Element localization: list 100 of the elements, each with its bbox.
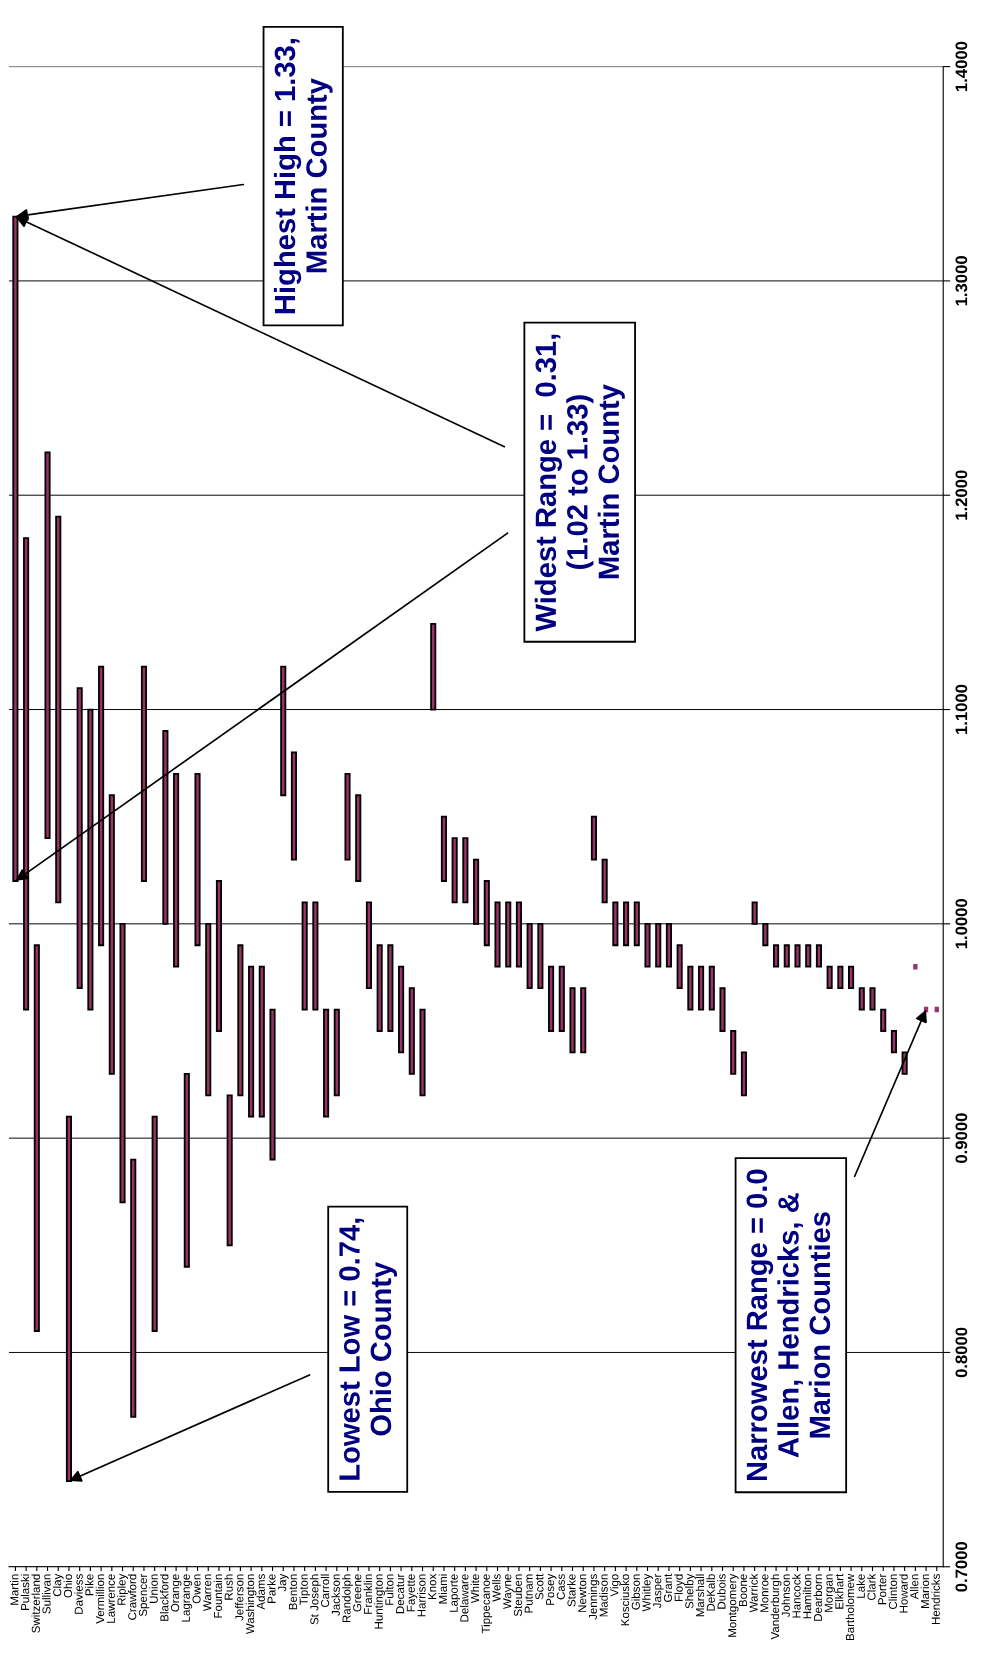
- bar: [805, 944, 812, 968]
- x-tick-label: Vanderburgh: [770, 1574, 782, 1640]
- y-tick-label: 1.3000: [955, 256, 968, 306]
- x-tick-label: Wayne: [503, 1574, 514, 1610]
- x-tick-label: Randolph: [342, 1574, 353, 1623]
- x-tick-label: Posey: [546, 1573, 557, 1605]
- bar: [794, 944, 801, 968]
- x-tick-label: Pulaski: [20, 1574, 30, 1610]
- x-tick-label: Bartholomew: [845, 1573, 855, 1641]
- bar: [698, 965, 705, 1011]
- x-tick-label: Porter: [878, 1573, 887, 1605]
- bar: [248, 965, 255, 1118]
- x-tick-label: Clinton: [888, 1574, 898, 1610]
- x-tick-label: Tippecanoe: [481, 1574, 493, 1634]
- x-tick-label: Howard: [899, 1574, 908, 1613]
- x-tick-label: Huntington: [374, 1574, 386, 1629]
- x-tick-label: Washington: [245, 1574, 257, 1635]
- bar: [440, 815, 447, 882]
- y-tick-label: 1.1000: [955, 684, 968, 734]
- x-tick-label: Crawford: [127, 1574, 137, 1620]
- bar: [398, 965, 405, 1054]
- bar: [290, 751, 298, 861]
- x-tick-label: Gibson: [631, 1574, 640, 1610]
- y-tick-label: 0.8000: [955, 1327, 968, 1378]
- bar: [783, 944, 790, 968]
- x-tick-label: Benton: [289, 1574, 298, 1610]
- x-tick-label: Blackford: [160, 1574, 169, 1621]
- x-tick-label: White: [470, 1574, 480, 1604]
- x-tick-label: Greene: [353, 1574, 362, 1612]
- x-tick-label: Wells: [492, 1574, 501, 1602]
- x-tick-label: Delaware: [460, 1574, 469, 1622]
- annotation: Narrowest Range = 0.0 Allen, Hendricks, & Marion Counties: [746, 1169, 831, 1481]
- x-tick-label: Carroll: [320, 1574, 330, 1608]
- x-tick-label: Montgomery: [728, 1573, 739, 1637]
- x-tick-label: Fayette: [406, 1574, 418, 1612]
- bar: [740, 1051, 747, 1097]
- bar: [590, 815, 597, 861]
- x-tick-label: Clay: [52, 1573, 64, 1597]
- x-tick-label: Monroe: [760, 1574, 769, 1612]
- x-tick-label: Laporte: [449, 1574, 461, 1612]
- x-tick-label: Clark: [867, 1573, 876, 1601]
- x-tick-label: Jasper: [653, 1573, 664, 1609]
- x-tick-label: Ohio: [63, 1574, 73, 1598]
- bar: [601, 858, 608, 904]
- x-tick-label: Elkhart: [834, 1573, 844, 1609]
- x-tick-label: Vermillion: [95, 1574, 105, 1624]
- annotation: Highest High = 1.33, Martin County: [273, 39, 333, 314]
- x-tick-label: Morgan: [824, 1574, 836, 1612]
- x-tick-label: Fulton: [385, 1574, 394, 1605]
- x-tick-label: Adams: [256, 1574, 265, 1610]
- x-tick-label: Orange: [171, 1574, 182, 1612]
- x-tick-label: St Joseph: [310, 1574, 321, 1625]
- bar: [376, 944, 383, 1032]
- x-tick-label: Parke: [267, 1574, 276, 1603]
- x-tick-label: Rush: [224, 1574, 233, 1600]
- x-tick-label: Madison: [599, 1574, 608, 1617]
- bar: [558, 965, 565, 1032]
- x-tick-label: Steuben: [513, 1574, 523, 1617]
- bar: [462, 837, 469, 904]
- y-tick-label: 0.9000: [955, 1113, 968, 1163]
- bar: [880, 1008, 887, 1032]
- x-tick-label: Pike: [85, 1574, 94, 1596]
- x-tick-label: Martin: [10, 1574, 19, 1605]
- x-tick-label: Decatur: [396, 1573, 405, 1614]
- bar: [869, 987, 876, 1011]
- bar: [344, 772, 351, 861]
- annotation: Widest Range = 0.31, (1.02 to 1.33) Martin County: [534, 334, 625, 632]
- x-tick-label: Switzerland: [31, 1574, 40, 1633]
- bar: [237, 944, 244, 1097]
- x-tick-label: Scott: [535, 1573, 544, 1600]
- x-tick-label: Boone: [738, 1574, 748, 1607]
- x-tick-label: Cass: [556, 1574, 565, 1600]
- bar: [837, 965, 844, 990]
- bar: [773, 944, 780, 968]
- x-tick-label: Starke: [567, 1574, 576, 1607]
- x-tick-label: Warren: [203, 1574, 212, 1612]
- bar: [569, 987, 576, 1054]
- x-tick-label: Knox: [428, 1573, 437, 1600]
- x-tick-label: Sullivan: [42, 1574, 51, 1614]
- x-tick-label: Marion: [920, 1574, 930, 1608]
- x-tick-label: Tipton: [299, 1574, 311, 1606]
- bar: [730, 1030, 737, 1075]
- x-tick-label: Warrick: [749, 1573, 758, 1613]
- x-tick-label: Fountain: [213, 1574, 223, 1618]
- x-tick-label: Ripley: [117, 1573, 128, 1605]
- x-tick-label: Allen: [909, 1574, 919, 1600]
- x-tick-label: Jefferson: [235, 1574, 244, 1621]
- bar: [719, 987, 726, 1032]
- x-tick-label: Lake: [856, 1574, 865, 1598]
- bar: [355, 794, 362, 882]
- bar: [419, 1008, 426, 1097]
- x-tick-label: DeKalb: [706, 1574, 715, 1611]
- annotation: Lowest Low = 0.74, Ohio County: [339, 1218, 398, 1480]
- x-tick-label: Jennings: [588, 1574, 600, 1620]
- x-tick-label: Jackson: [331, 1574, 340, 1616]
- bar: [333, 1008, 340, 1097]
- bar: [815, 944, 822, 968]
- x-tick-label: Daviess: [74, 1574, 83, 1614]
- x-tick-label: Johnson: [781, 1574, 790, 1618]
- x-tick-label: Putnam: [524, 1574, 533, 1613]
